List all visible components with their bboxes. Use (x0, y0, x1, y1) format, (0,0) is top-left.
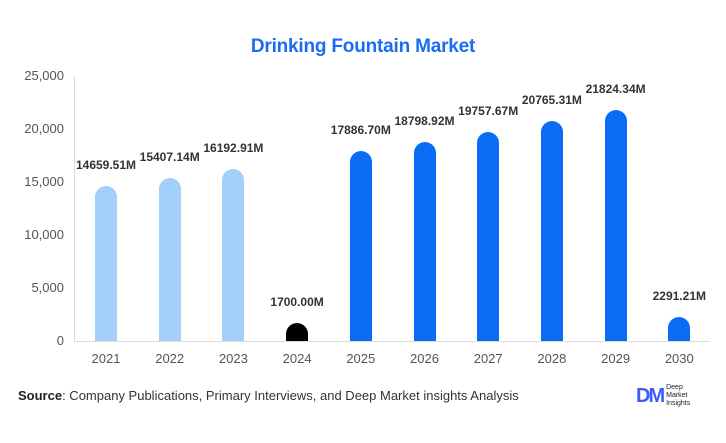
bar-2022 (158, 177, 181, 341)
source-text: : Company Publications, Primary Intervie… (62, 388, 519, 403)
source-label: Source (18, 388, 63, 403)
logo-mark-icon: DM (636, 384, 665, 407)
bar-2029 (604, 109, 627, 341)
value-label: 15407.14M (139, 149, 200, 164)
y-axis-line (74, 76, 75, 342)
x-tick-label: 2029 (601, 351, 631, 366)
x-tick-label: 2021 (91, 351, 121, 366)
x-tick-label: 2024 (282, 351, 312, 366)
value-label: 17886.70M (330, 123, 391, 138)
value-label: 20765.31M (521, 92, 582, 107)
bar-2028 (540, 120, 563, 341)
y-tick-label: 25,000 (24, 68, 64, 83)
x-tick-label: 2027 (473, 351, 503, 366)
y-tick-label: 10,000 (24, 227, 64, 242)
bar-2026 (413, 141, 436, 341)
value-label: 14659.51M (75, 157, 137, 172)
value-label: 21824.34M (585, 81, 646, 96)
value-label: 16192.91M (203, 141, 264, 156)
value-label: 19757.67M (458, 103, 519, 118)
y-tick-label: 15,000 (24, 174, 64, 189)
bar-2025 (349, 151, 372, 341)
value-label: 1700.00M (270, 294, 324, 309)
x-tick-label: 2030 (664, 351, 694, 366)
logo-text: Deep Market Insights (666, 384, 691, 407)
x-tick-label: 2022 (155, 351, 185, 366)
bar-2023 (222, 169, 245, 341)
value-label: 2291.21M (652, 288, 706, 303)
x-tick-label: 2028 (537, 351, 567, 366)
value-label: 18798.92M (394, 113, 455, 128)
bar-2021 (95, 185, 117, 341)
company-logo: DM Deep Market Insights (636, 384, 690, 408)
x-tick-label: 2025 (346, 351, 376, 366)
x-tick-label: 2026 (410, 351, 439, 366)
bar-2027 (477, 131, 500, 341)
y-tick-label: 5,000 (31, 280, 64, 295)
bar-2024 (286, 322, 309, 341)
y-tick-label: 0 (56, 333, 64, 348)
x-tick-label: 2023 (218, 351, 248, 366)
source-note: Source: Company Publications, Primary In… (18, 388, 519, 403)
bar-2030 (668, 316, 691, 341)
chart-title: Drinking Fountain Market (250, 36, 476, 57)
x-axis-line (74, 341, 710, 342)
y-tick-label: 20,000 (24, 121, 64, 136)
